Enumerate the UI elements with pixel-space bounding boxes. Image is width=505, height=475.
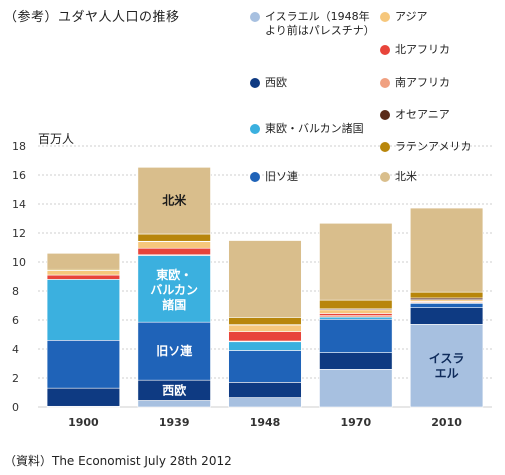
legend-label: ラテンアメリカ: [395, 140, 472, 153]
bar-segment: [409, 207, 484, 293]
bar-segment: [319, 299, 393, 310]
bar-segment: [228, 382, 302, 398]
bar-segment: [46, 253, 121, 270]
bar-segment: [46, 274, 121, 280]
legend-label: 西欧: [265, 76, 287, 89]
bar-segment: [228, 331, 302, 342]
y-tick-label: 10: [12, 256, 26, 269]
bar-segment: [228, 240, 302, 318]
bar-segment: [137, 247, 211, 256]
legend-swatch: [380, 12, 390, 22]
x-tick-label: 1948: [250, 416, 281, 429]
y-axis-unit-label: 百万人: [38, 132, 75, 146]
bar-segment: [137, 400, 211, 408]
bar-annotation: 西欧: [162, 382, 186, 397]
chart-source: （資料）The Economist July 28th 2012: [4, 454, 232, 468]
legend-swatch: [250, 78, 260, 88]
legend-label: 北アフリカ: [395, 43, 450, 56]
bar-segment: [46, 387, 121, 407]
legend-swatch: [380, 142, 390, 152]
y-tick-label: 2: [12, 372, 19, 385]
legend-swatch: [380, 45, 390, 55]
x-tick-label: 2010: [431, 416, 462, 429]
legend-label: 東欧・バルカン諸国: [265, 122, 364, 135]
bar-segment: [46, 339, 121, 389]
bar-segment: [409, 307, 484, 325]
bar-annotation: 東欧・バルカン諸国: [150, 267, 198, 312]
legend-swatch: [380, 172, 390, 182]
chart-title: （参考）ユダヤ人人口の推移: [4, 10, 180, 25]
y-tick-label: 6: [12, 314, 19, 327]
bar-segment: [46, 270, 121, 276]
legend-swatch: [250, 12, 260, 22]
y-tick-label: 18: [12, 140, 26, 153]
legend-label: 北米: [395, 170, 417, 183]
bar-segment: [228, 350, 302, 383]
bar-segment: [137, 255, 211, 323]
chart-legend: イスラエル（1948年より前はパレスチナ） アジア西欧 北アフリカ南アフリカ東欧・バ…: [250, 10, 500, 210]
y-tick-label: 12: [12, 227, 26, 240]
bar-annotation: 北米: [162, 193, 187, 208]
legend-swatch: [380, 110, 390, 120]
y-tick-label: 8: [12, 285, 19, 298]
bar-segment: [409, 303, 484, 308]
y-tick-label: 14: [12, 198, 26, 211]
y-tick-label: 16: [12, 169, 26, 182]
bar-segment: [319, 316, 393, 320]
bar-segment: [46, 279, 121, 341]
bar-segment: [319, 309, 393, 314]
bar-segment: [228, 397, 302, 408]
bar-annotation: 旧ソ連: [156, 343, 193, 358]
legend-label: アジア: [395, 10, 428, 23]
legend-swatch: [380, 78, 390, 88]
bar-annotation: イスラエル: [429, 352, 465, 381]
y-tick-label: 0: [12, 401, 19, 414]
bar-segment: [228, 341, 302, 351]
bar-segment: [228, 317, 302, 325]
bar-segment: [137, 321, 211, 381]
legend-label: 南アフリカ: [395, 76, 450, 89]
bar-segment: [137, 241, 211, 249]
bar-segment: [319, 352, 393, 370]
bar-segment: [319, 368, 393, 408]
x-tick-label: 1939: [159, 416, 190, 429]
legend-label: オセアニア: [395, 108, 450, 121]
legend-swatch: [250, 124, 260, 134]
bar-segment: [319, 222, 393, 301]
bar-segment: [409, 291, 484, 299]
bar-segment: [319, 318, 393, 353]
x-tick-label: 1970: [340, 416, 371, 429]
y-tick-label: 4: [12, 343, 19, 356]
legend-swatch: [250, 172, 260, 182]
bar-segment: [137, 167, 211, 235]
legend-label: イスラエル（1948年より前はパレスチナ）: [265, 10, 375, 37]
x-tick-label: 1900: [68, 416, 99, 429]
legend-label: 旧ソ連: [265, 170, 298, 183]
bar-segment: [137, 233, 211, 242]
bar-segment: [228, 324, 302, 332]
bar-segment: [319, 313, 393, 316]
